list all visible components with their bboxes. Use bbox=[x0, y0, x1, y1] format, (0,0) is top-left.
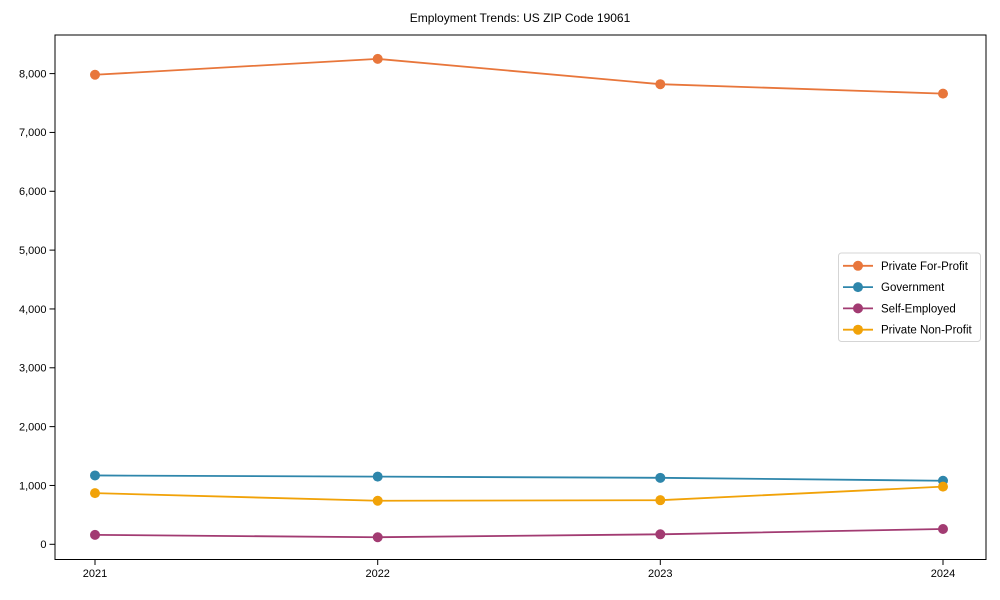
data-point-self-employed bbox=[938, 524, 948, 535]
y-tick-label: 2,000 bbox=[19, 421, 47, 433]
data-point-government bbox=[372, 471, 383, 482]
data-point-private-non-profit bbox=[655, 495, 666, 506]
legend-label-government: Government bbox=[881, 282, 945, 294]
legend-marker-self-employed-icon bbox=[853, 303, 863, 314]
legend-marker-government-icon bbox=[853, 282, 863, 293]
x-tick-label: 2021 bbox=[83, 568, 107, 580]
x-tick-label: 2023 bbox=[648, 568, 672, 580]
plot-area bbox=[54, 34, 987, 560]
y-tick-label: 5,000 bbox=[19, 245, 47, 257]
series-line-self-employed bbox=[94, 528, 944, 539]
data-point-private-for-profit bbox=[938, 88, 948, 99]
data-point-private-for-profit bbox=[655, 79, 666, 90]
legend-box bbox=[838, 252, 981, 342]
legend-label-self-employed: Self-Employed bbox=[881, 303, 956, 315]
data-point-private-non-profit bbox=[90, 488, 100, 499]
y-tick-label: 3,000 bbox=[19, 363, 47, 375]
y-tick-label: 6,000 bbox=[19, 186, 47, 198]
series-line-private-for-profit bbox=[94, 57, 944, 95]
data-point-self-employed bbox=[655, 529, 666, 540]
legend-label-private-for-profit: Private For-Profit bbox=[881, 261, 969, 273]
series-line-private-non-profit bbox=[94, 485, 944, 502]
data-point-self-employed bbox=[90, 529, 100, 540]
data-point-government bbox=[655, 472, 666, 483]
y-tick-label: 4,000 bbox=[19, 304, 47, 316]
data-point-private-for-profit bbox=[90, 69, 100, 80]
x-tick-label: 2024 bbox=[931, 568, 955, 580]
legend-marker-private-non-profit-icon bbox=[853, 324, 863, 335]
y-tick-label: 0 bbox=[40, 539, 46, 551]
y-tick-label: 1,000 bbox=[19, 480, 47, 492]
data-point-government bbox=[90, 470, 100, 481]
data-point-private-non-profit bbox=[938, 481, 948, 492]
legend-label-private-non-profit: Private Non-Profit bbox=[881, 325, 973, 337]
chart-title: Employment Trends: US ZIP Code 19061 bbox=[409, 11, 631, 25]
x-tick-label: 2022 bbox=[365, 568, 389, 580]
y-tick-label: 7,000 bbox=[19, 127, 47, 139]
data-point-private-for-profit bbox=[372, 53, 383, 64]
data-point-self-employed bbox=[372, 532, 383, 543]
y-tick-label: 8,000 bbox=[19, 68, 47, 80]
series-line-government bbox=[94, 474, 944, 482]
legend-marker-private-for-profit-icon bbox=[853, 260, 863, 271]
data-point-private-non-profit bbox=[372, 495, 383, 506]
